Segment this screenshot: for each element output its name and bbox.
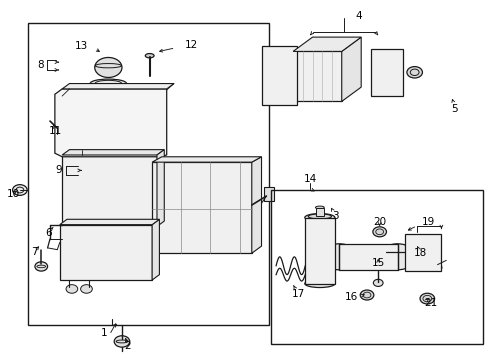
Text: 21: 21 xyxy=(424,298,437,308)
Text: 1: 1 xyxy=(101,328,107,338)
Text: 12: 12 xyxy=(185,40,198,50)
Polygon shape xyxy=(152,157,261,162)
Circle shape xyxy=(83,171,99,182)
Circle shape xyxy=(419,293,434,304)
Circle shape xyxy=(111,244,132,259)
Polygon shape xyxy=(152,219,159,280)
Ellipse shape xyxy=(90,79,126,88)
Bar xyxy=(28,23,268,325)
Ellipse shape xyxy=(320,244,357,270)
Text: 13: 13 xyxy=(75,41,88,51)
Bar xyxy=(404,234,441,271)
Circle shape xyxy=(372,227,386,237)
Ellipse shape xyxy=(377,61,395,84)
Text: 16: 16 xyxy=(344,292,357,302)
Text: 18: 18 xyxy=(413,248,426,258)
Ellipse shape xyxy=(145,54,154,58)
Polygon shape xyxy=(251,157,261,253)
Ellipse shape xyxy=(304,280,334,288)
Bar xyxy=(271,190,482,343)
Circle shape xyxy=(95,58,122,77)
Text: 19: 19 xyxy=(421,217,434,227)
Polygon shape xyxy=(62,150,164,155)
Circle shape xyxy=(406,67,422,78)
Circle shape xyxy=(71,244,92,259)
Bar xyxy=(261,46,296,105)
Bar xyxy=(292,51,341,102)
Bar xyxy=(152,162,251,253)
Ellipse shape xyxy=(269,65,288,88)
Circle shape xyxy=(132,246,147,257)
Text: 4: 4 xyxy=(355,12,361,21)
Text: 6: 6 xyxy=(46,228,52,238)
Polygon shape xyxy=(55,89,166,157)
Ellipse shape xyxy=(304,213,334,221)
Bar xyxy=(264,187,273,202)
Text: 15: 15 xyxy=(371,258,384,268)
Circle shape xyxy=(432,264,441,271)
Text: 7: 7 xyxy=(31,247,38,257)
Bar xyxy=(316,207,323,216)
Circle shape xyxy=(66,285,78,293)
Text: 14: 14 xyxy=(303,174,316,184)
Circle shape xyxy=(360,290,373,300)
Text: 20: 20 xyxy=(372,217,386,227)
Circle shape xyxy=(83,159,99,171)
Circle shape xyxy=(73,165,90,177)
Text: 8: 8 xyxy=(38,60,44,70)
Bar xyxy=(62,155,157,226)
Polygon shape xyxy=(157,150,164,226)
Bar xyxy=(339,244,397,270)
Text: 17: 17 xyxy=(291,289,304,298)
Text: 3: 3 xyxy=(332,211,339,221)
Ellipse shape xyxy=(378,244,415,270)
Circle shape xyxy=(73,177,90,190)
Circle shape xyxy=(114,336,129,347)
Text: 10: 10 xyxy=(6,189,20,199)
Circle shape xyxy=(90,244,112,259)
Ellipse shape xyxy=(315,206,324,209)
Ellipse shape xyxy=(373,248,384,256)
Text: 9: 9 xyxy=(56,165,62,175)
Polygon shape xyxy=(60,219,159,225)
Polygon shape xyxy=(292,37,361,51)
Text: 5: 5 xyxy=(450,104,457,113)
Bar xyxy=(370,49,402,96)
Circle shape xyxy=(372,279,382,287)
Text: 11: 11 xyxy=(49,126,62,136)
Text: 2: 2 xyxy=(124,341,131,351)
Bar xyxy=(304,217,334,284)
Bar xyxy=(60,225,152,280)
Circle shape xyxy=(35,262,47,271)
Polygon shape xyxy=(62,84,174,89)
Polygon shape xyxy=(341,37,361,102)
Circle shape xyxy=(13,185,27,195)
Circle shape xyxy=(81,285,92,293)
Ellipse shape xyxy=(307,214,331,219)
